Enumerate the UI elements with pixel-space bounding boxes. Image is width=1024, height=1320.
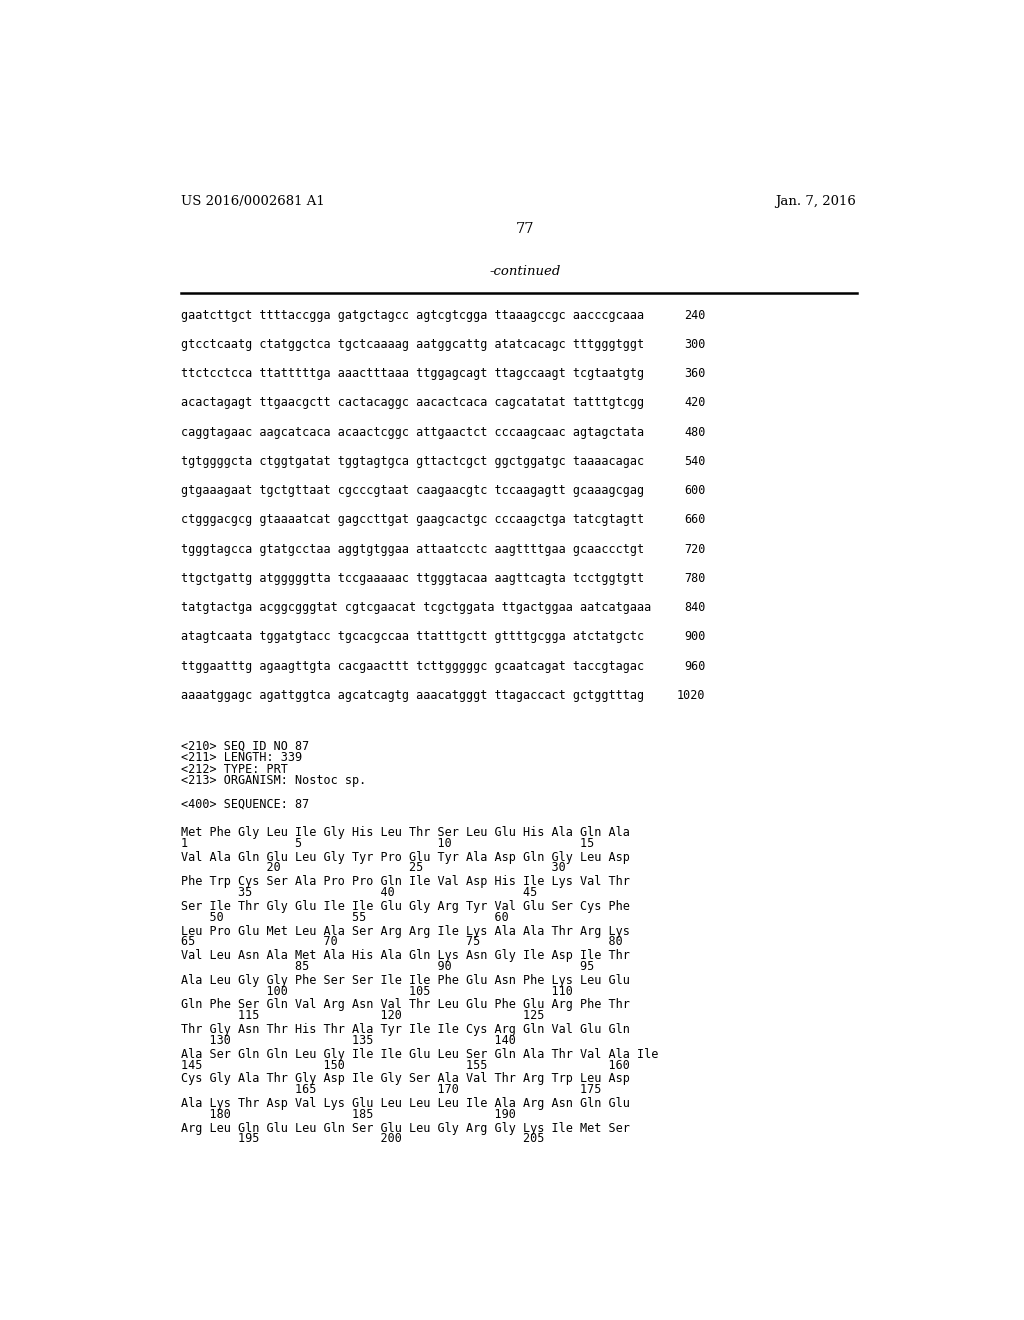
Text: atagtcaata tggatgtacc tgcacgccaa ttatttgctt gttttgcgga atctatgctc: atagtcaata tggatgtacc tgcacgccaa ttatttg… [180,631,644,643]
Text: caggtagaac aagcatcaca acaactcggc attgaactct cccaagcaac agtagctata: caggtagaac aagcatcaca acaactcggc attgaac… [180,425,644,438]
Text: 1020: 1020 [677,689,706,702]
Text: 360: 360 [684,367,706,380]
Text: 540: 540 [684,455,706,467]
Text: Gln Phe Ser Gln Val Arg Asn Val Thr Leu Glu Phe Glu Arg Phe Thr: Gln Phe Ser Gln Val Arg Asn Val Thr Leu … [180,998,630,1011]
Text: 900: 900 [684,631,706,643]
Text: Met Phe Gly Leu Ile Gly His Leu Thr Ser Leu Glu His Ala Gln Ala: Met Phe Gly Leu Ile Gly His Leu Thr Ser … [180,826,630,840]
Text: Thr Gly Asn Thr His Thr Ala Tyr Ile Ile Cys Arg Gln Val Glu Gln: Thr Gly Asn Thr His Thr Ala Tyr Ile Ile … [180,1023,630,1036]
Text: 195                 200                 205: 195 200 205 [180,1133,544,1146]
Text: 660: 660 [684,513,706,527]
Text: 1               5                   10                  15: 1 5 10 15 [180,837,594,850]
Text: Cys Gly Ala Thr Gly Asp Ile Gly Ser Ala Val Thr Arg Trp Leu Asp: Cys Gly Ala Thr Gly Asp Ile Gly Ser Ala … [180,1072,630,1085]
Text: 115                 120                 125: 115 120 125 [180,1010,544,1022]
Text: -continued: -continued [489,264,560,277]
Text: <400> SEQUENCE: 87: <400> SEQUENCE: 87 [180,797,309,810]
Text: Ala Leu Gly Gly Phe Ser Ser Ile Ile Phe Glu Asn Phe Lys Leu Glu: Ala Leu Gly Gly Phe Ser Ser Ile Ile Phe … [180,974,630,987]
Text: <211> LENGTH: 339: <211> LENGTH: 339 [180,751,302,764]
Text: 840: 840 [684,601,706,614]
Text: 20                  25                  30: 20 25 30 [180,862,565,874]
Text: 145                 150                 155                 160: 145 150 155 160 [180,1059,630,1072]
Text: acactagagt ttgaacgctt cactacaggc aacactcaca cagcatatat tatttgtcgg: acactagagt ttgaacgctt cactacaggc aacactc… [180,396,644,409]
Text: 130                 135                 140: 130 135 140 [180,1034,515,1047]
Text: Val Ala Gln Glu Leu Gly Tyr Pro Glu Tyr Ala Asp Gln Gly Leu Asp: Val Ala Gln Glu Leu Gly Tyr Pro Glu Tyr … [180,850,630,863]
Text: tatgtactga acggcgggtat cgtcgaacat tcgctggata ttgactggaa aatcatgaaa: tatgtactga acggcgggtat cgtcgaacat tcgctg… [180,601,651,614]
Text: Phe Trp Cys Ser Ala Pro Pro Gln Ile Val Asp His Ile Lys Val Thr: Phe Trp Cys Ser Ala Pro Pro Gln Ile Val … [180,875,630,888]
Text: aaaatggagc agattggtca agcatcagtg aaacatgggt ttagaccact gctggtttag: aaaatggagc agattggtca agcatcagtg aaacatg… [180,689,644,702]
Text: ttgctgattg atgggggtta tccgaaaaac ttgggtacaa aagttcagta tcctggtgtt: ttgctgattg atgggggtta tccgaaaaac ttgggta… [180,572,644,585]
Text: 600: 600 [684,484,706,498]
Text: 35                  40                  45: 35 40 45 [180,886,537,899]
Text: US 2016/0002681 A1: US 2016/0002681 A1 [180,195,325,209]
Text: 300: 300 [684,338,706,351]
Text: Jan. 7, 2016: Jan. 7, 2016 [775,195,856,209]
Text: Ser Ile Thr Gly Glu Ile Ile Glu Gly Arg Tyr Val Glu Ser Cys Phe: Ser Ile Thr Gly Glu Ile Ile Glu Gly Arg … [180,900,630,913]
Text: ctgggacgcg gtaaaatcat gagccttgat gaagcactgc cccaagctga tatcgtagtt: ctgggacgcg gtaaaatcat gagccttgat gaagcac… [180,513,644,527]
Text: <213> ORGANISM: Nostoc sp.: <213> ORGANISM: Nostoc sp. [180,775,366,788]
Text: Ala Lys Thr Asp Val Lys Glu Leu Leu Leu Ile Ala Arg Asn Gln Glu: Ala Lys Thr Asp Val Lys Glu Leu Leu Leu … [180,1097,630,1110]
Text: gtgaaagaat tgctgttaat cgcccgtaat caagaacgtc tccaagagtt gcaaagcgag: gtgaaagaat tgctgttaat cgcccgtaat caagaac… [180,484,644,498]
Text: Arg Leu Gln Glu Leu Gln Ser Glu Leu Gly Arg Gly Lys Ile Met Ser: Arg Leu Gln Glu Leu Gln Ser Glu Leu Gly … [180,1122,630,1135]
Text: tgggtagcca gtatgcctaa aggtgtggaa attaatcctc aagttttgaa gcaaccctgt: tgggtagcca gtatgcctaa aggtgtggaa attaatc… [180,543,644,556]
Text: 50                  55                  60: 50 55 60 [180,911,509,924]
Text: gaatcttgct ttttaccgga gatgctagcc agtcgtcgga ttaaagccgc aacccgcaaa: gaatcttgct ttttaccgga gatgctagcc agtcgtc… [180,309,644,322]
Text: 720: 720 [684,543,706,556]
Text: tgtggggcta ctggtgatat tggtagtgca gttactcgct ggctggatgc taaaacagac: tgtggggcta ctggtgatat tggtagtgca gttactc… [180,455,644,467]
Text: 180                 185                 190: 180 185 190 [180,1107,515,1121]
Text: 420: 420 [684,396,706,409]
Text: gtcctcaatg ctatggctca tgctcaaaag aatggcattg atatcacagc tttgggtggt: gtcctcaatg ctatggctca tgctcaaaag aatggca… [180,338,644,351]
Text: 65                  70                  75                  80: 65 70 75 80 [180,936,623,948]
Text: 100                 105                 110: 100 105 110 [180,985,572,998]
Text: <210> SEQ ID NO 87: <210> SEQ ID NO 87 [180,739,309,752]
Text: ttctcctcca ttatttttga aaactttaaa ttggagcagt ttagccaagt tcgtaatgtg: ttctcctcca ttatttttga aaactttaaa ttggagc… [180,367,644,380]
Text: 85                  90                  95: 85 90 95 [180,960,594,973]
Text: Ala Ser Gln Gln Leu Gly Ile Ile Glu Leu Ser Gln Ala Thr Val Ala Ile: Ala Ser Gln Gln Leu Gly Ile Ile Glu Leu … [180,1048,658,1061]
Text: <212> TYPE: PRT: <212> TYPE: PRT [180,763,288,776]
Text: Leu Pro Glu Met Leu Ala Ser Arg Arg Ile Lys Ala Ala Thr Arg Lys: Leu Pro Glu Met Leu Ala Ser Arg Arg Ile … [180,924,630,937]
Text: 780: 780 [684,572,706,585]
Text: 77: 77 [515,222,535,235]
Text: ttggaatttg agaagttgta cacgaacttt tcttgggggc gcaatcagat taccgtagac: ttggaatttg agaagttgta cacgaacttt tcttggg… [180,660,644,673]
Text: Val Leu Asn Ala Met Ala His Ala Gln Lys Asn Gly Ile Asp Ile Thr: Val Leu Asn Ala Met Ala His Ala Gln Lys … [180,949,630,962]
Text: 480: 480 [684,425,706,438]
Text: 960: 960 [684,660,706,673]
Text: 165                 170                 175: 165 170 175 [180,1084,601,1096]
Text: 240: 240 [684,309,706,322]
